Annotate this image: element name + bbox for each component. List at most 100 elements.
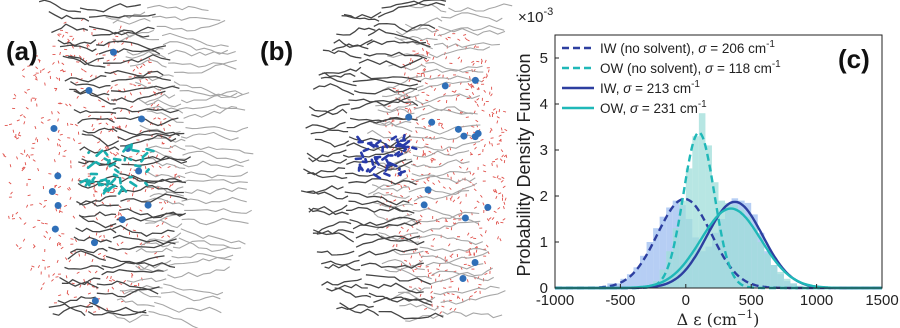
water-molecule bbox=[428, 192, 432, 195]
water-molecule bbox=[106, 59, 110, 62]
histogram-bar-ow bbox=[738, 209, 745, 288]
water-molecule bbox=[101, 158, 104, 162]
water-molecule bbox=[474, 206, 478, 209]
lipid-chain bbox=[390, 266, 432, 280]
water-molecule bbox=[448, 243, 451, 247]
chromophore-bond bbox=[129, 180, 138, 188]
water-molecule bbox=[144, 172, 147, 176]
water-molecule bbox=[502, 185, 506, 189]
lipid-chain bbox=[431, 267, 493, 277]
lipid-chain bbox=[387, 53, 431, 59]
x-tick-label: -1000 bbox=[536, 292, 574, 309]
chromophore-bond bbox=[84, 179, 91, 187]
water-molecule bbox=[12, 129, 15, 133]
water-molecule bbox=[74, 238, 78, 243]
water-molecule bbox=[142, 63, 146, 66]
lipid-chain bbox=[112, 18, 151, 25]
water-molecule bbox=[387, 138, 391, 142]
lipid-chain bbox=[413, 104, 474, 115]
water-molecule bbox=[397, 112, 400, 116]
water-molecule bbox=[19, 216, 22, 220]
water-molecule bbox=[169, 184, 172, 188]
water-molecule bbox=[160, 207, 164, 211]
water-molecule bbox=[160, 121, 162, 125]
water-molecule bbox=[34, 125, 37, 130]
water-molecule bbox=[65, 275, 68, 279]
water-molecule bbox=[137, 84, 141, 87]
water-molecule bbox=[58, 294, 62, 297]
water-molecule bbox=[118, 89, 122, 92]
water-molecule bbox=[63, 149, 67, 153]
water-molecule bbox=[113, 116, 117, 120]
lipid-chain bbox=[73, 90, 116, 105]
water-molecule bbox=[110, 276, 112, 280]
ions bbox=[405, 76, 492, 283]
water-molecule bbox=[500, 221, 504, 224]
water-molecule bbox=[463, 34, 467, 36]
water-molecule bbox=[83, 106, 87, 109]
chromophore-bond bbox=[385, 163, 394, 168]
lipid-chain bbox=[112, 107, 179, 114]
water-molecule bbox=[136, 66, 139, 69]
chromophore-bond bbox=[381, 154, 390, 161]
lipid-chain bbox=[433, 42, 500, 48]
lipid-chain bbox=[314, 138, 350, 148]
panel-letter-c: (c) bbox=[838, 44, 870, 74]
water-molecule bbox=[24, 162, 27, 166]
lipid-chain bbox=[119, 184, 184, 194]
water-molecule bbox=[23, 222, 27, 225]
water-molecule bbox=[410, 255, 413, 259]
panel-a-snapshot bbox=[2, 0, 254, 328]
lipid-chain bbox=[320, 76, 357, 87]
lipid-chain bbox=[349, 216, 416, 226]
water-molecule bbox=[13, 93, 17, 97]
water-molecule bbox=[473, 290, 477, 294]
water-molecule bbox=[408, 169, 411, 173]
y-tick-label: 4 bbox=[540, 96, 548, 113]
water-molecule bbox=[121, 42, 124, 45]
water-molecule bbox=[112, 153, 116, 156]
lipid-chain bbox=[364, 282, 424, 294]
water-molecule bbox=[421, 154, 425, 157]
lipid-chain bbox=[114, 126, 180, 137]
water-molecule bbox=[43, 199, 48, 202]
lipid-chain bbox=[119, 289, 162, 298]
water-molecule bbox=[471, 125, 475, 128]
water-molecule bbox=[8, 215, 10, 219]
water-molecule bbox=[495, 195, 498, 199]
water-molecule bbox=[499, 238, 502, 242]
water-molecule bbox=[141, 150, 146, 153]
water-molecule bbox=[430, 245, 434, 247]
water-molecule bbox=[48, 236, 51, 241]
legend-entry: OW, σ = 231 cm-1 bbox=[600, 99, 707, 116]
water-molecule bbox=[105, 167, 109, 171]
water-molecule bbox=[449, 197, 452, 201]
histogram-bar-iw bbox=[613, 283, 621, 288]
lipid-chain bbox=[178, 104, 246, 111]
water-molecule bbox=[87, 43, 90, 47]
water-molecule bbox=[103, 234, 105, 238]
lipid-chain bbox=[92, 26, 155, 37]
water-molecule bbox=[144, 189, 147, 193]
lipid-chain bbox=[156, 20, 226, 32]
water-molecule bbox=[422, 107, 426, 111]
lipid-chain bbox=[348, 178, 417, 186]
lipid-chain bbox=[70, 247, 108, 254]
water-molecule bbox=[388, 131, 392, 134]
lipid-leaflet-dark bbox=[300, 0, 447, 320]
water-molecule bbox=[32, 159, 36, 162]
water-molecule bbox=[483, 102, 486, 106]
histogram-bar-ow bbox=[757, 242, 765, 288]
water-molecule bbox=[10, 191, 13, 195]
water-molecule bbox=[412, 269, 415, 273]
water-molecule bbox=[481, 109, 485, 112]
water-molecule bbox=[408, 186, 411, 191]
water-molecule bbox=[139, 129, 142, 133]
lipid-chain bbox=[111, 90, 166, 103]
ion-sphere bbox=[51, 225, 59, 233]
ion-sphere bbox=[48, 187, 56, 195]
lipid-chain bbox=[174, 59, 237, 74]
water-molecule bbox=[113, 54, 117, 57]
lipid-chain bbox=[183, 106, 238, 119]
lipid-chain bbox=[308, 106, 348, 116]
